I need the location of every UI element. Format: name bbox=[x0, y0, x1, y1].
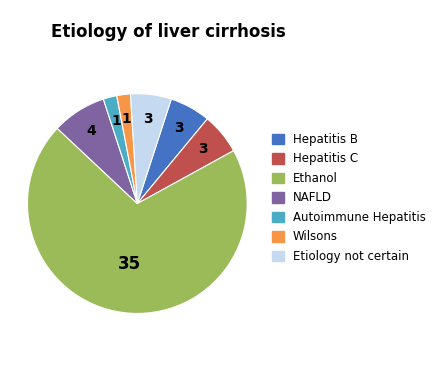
Text: Etiology of liver cirrhosis: Etiology of liver cirrhosis bbox=[51, 23, 286, 41]
Wedge shape bbox=[130, 94, 171, 204]
Wedge shape bbox=[27, 129, 247, 313]
Text: 1: 1 bbox=[122, 112, 132, 126]
Wedge shape bbox=[103, 96, 137, 204]
Wedge shape bbox=[57, 99, 137, 204]
Wedge shape bbox=[137, 119, 233, 204]
Text: 3: 3 bbox=[174, 121, 183, 135]
Text: 4: 4 bbox=[86, 124, 96, 138]
Legend: Hepatitis B, Hepatitis C, Ethanol, NAFLD, Autoimmune Hepatitis, Wilsons, Etiolog: Hepatitis B, Hepatitis C, Ethanol, NAFLD… bbox=[272, 133, 426, 263]
Text: 1: 1 bbox=[111, 113, 121, 127]
Wedge shape bbox=[117, 94, 137, 204]
Text: 3: 3 bbox=[143, 112, 153, 126]
Wedge shape bbox=[137, 99, 207, 204]
Text: 3: 3 bbox=[198, 142, 208, 156]
Text: 35: 35 bbox=[118, 254, 141, 273]
